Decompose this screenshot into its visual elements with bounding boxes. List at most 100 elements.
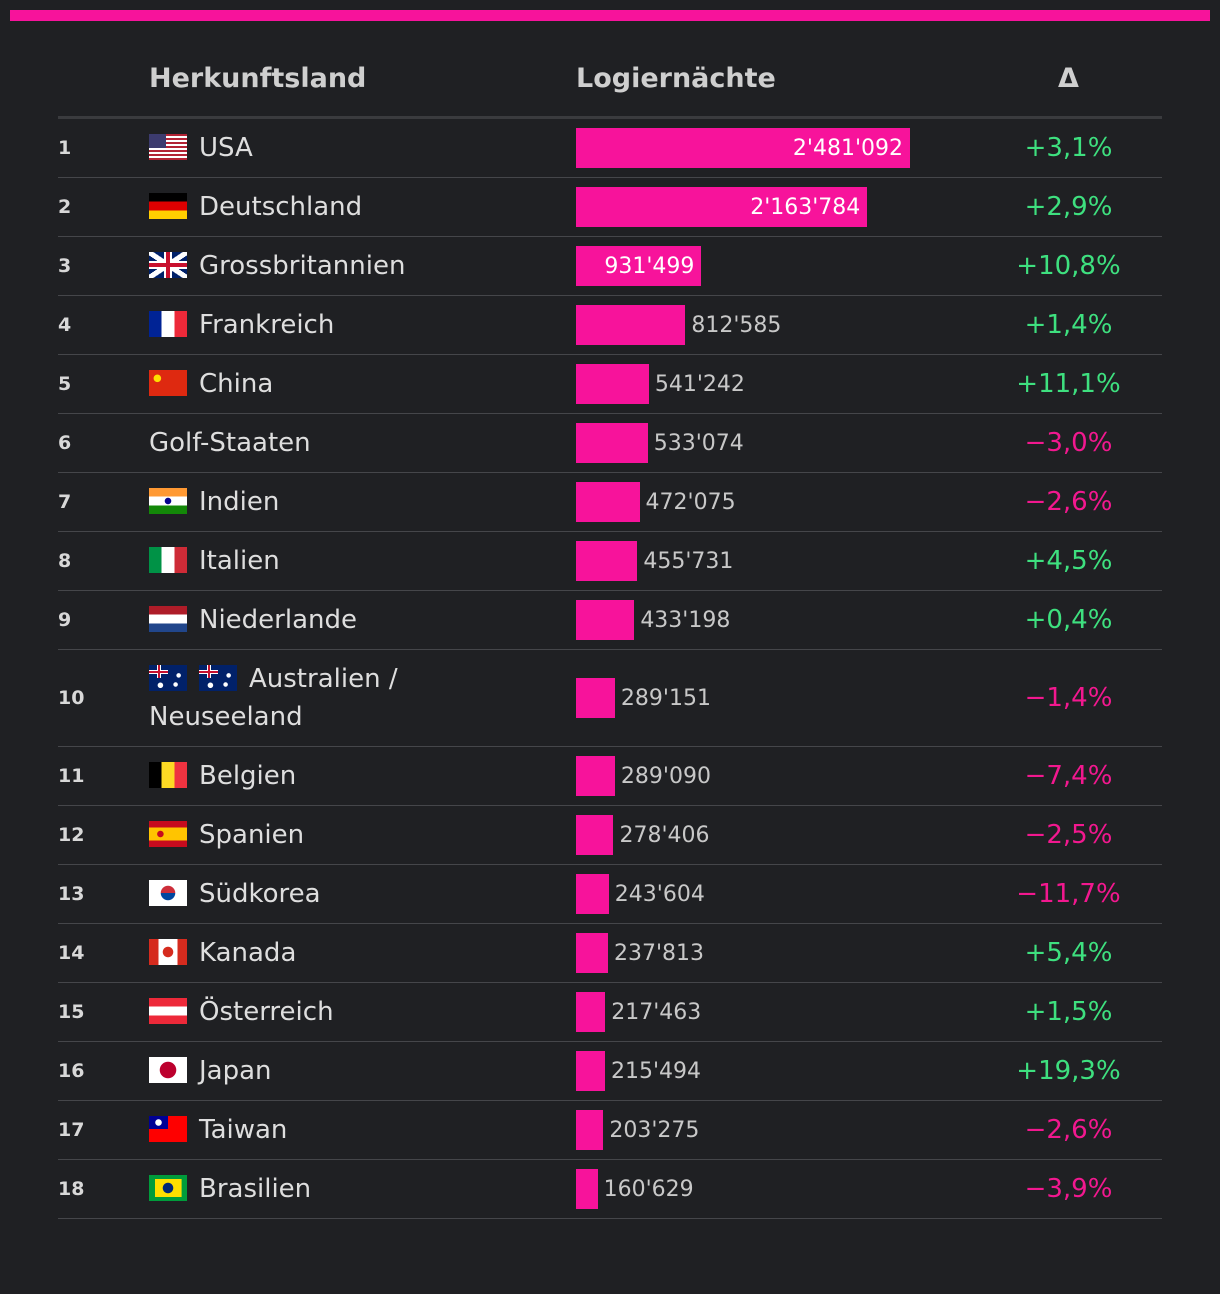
delta: −11,7%	[1016, 879, 1121, 909]
bar-cell: 215'494	[576, 1051, 975, 1091]
value-label: 2'163'784	[750, 194, 861, 220]
flag-icon	[149, 488, 187, 514]
country-cell: Japan	[149, 1042, 576, 1100]
delta: +3,1%	[1024, 133, 1113, 163]
value-label: 243'604	[614, 881, 705, 907]
bar-cell: 278'406	[576, 815, 975, 855]
bar: 931'499	[576, 246, 702, 286]
table-row: 11 Belgien 289'090 −7,4%	[58, 747, 1162, 806]
table-row: 8 Italien 455'731 +4,5%	[58, 532, 1162, 591]
country-cell: Golf-Staaten	[149, 414, 576, 472]
country-cell: USA	[149, 119, 576, 177]
rank: 5	[58, 373, 72, 395]
delta: −2,5%	[1024, 820, 1113, 850]
country-name: Australien / Neuseeland	[149, 664, 398, 732]
delta: +11,1%	[1016, 369, 1121, 399]
flag-icon	[149, 998, 187, 1024]
bar-cell: 931'499	[576, 246, 975, 286]
table-row: 2 Deutschland 2'163'784 +2,9%	[58, 178, 1162, 237]
country-name: Südkorea	[199, 879, 321, 909]
country-cell: Grossbritannien	[149, 237, 576, 295]
bar	[576, 874, 609, 914]
flag-icon	[149, 252, 187, 278]
table-row: 14 Kanada 237'813 +5,4%	[58, 924, 1162, 983]
country-cell: Brasilien	[149, 1160, 576, 1218]
flag-icon	[149, 1175, 187, 1201]
flag-icon	[149, 370, 187, 396]
country-cell: Taiwan	[149, 1101, 576, 1159]
bar-cell: 217'463	[576, 992, 975, 1032]
flag-icon	[149, 1116, 187, 1142]
country-cell: Frankreich	[149, 296, 576, 354]
bar	[576, 933, 608, 973]
country-name: Österreich	[199, 997, 334, 1027]
delta: +0,4%	[1024, 605, 1113, 635]
bar-cell: 237'813	[576, 933, 975, 973]
bar-cell: 472'075	[576, 482, 975, 522]
flag-icon	[149, 880, 187, 906]
rank: 14	[58, 942, 85, 964]
table-row: 12 Spanien 278'406 −2,5%	[58, 806, 1162, 865]
bar-cell: 541'242	[576, 364, 975, 404]
country-name: Japan	[199, 1056, 272, 1086]
flag-icon	[149, 606, 187, 632]
rank: 3	[58, 255, 72, 277]
country-name: Kanada	[199, 938, 297, 968]
rank: 9	[58, 609, 72, 631]
bar-cell: 433'198	[576, 600, 975, 640]
rank: 16	[58, 1060, 85, 1082]
bar	[576, 1110, 604, 1150]
country-cell: China	[149, 355, 576, 413]
country-name: USA	[199, 133, 253, 163]
country-name: Brasilien	[199, 1174, 312, 1204]
delta: +2,9%	[1024, 192, 1113, 222]
bar-cell: 289'090	[576, 756, 975, 796]
bar	[576, 1169, 598, 1209]
value-label: 433'198	[640, 607, 731, 633]
header-country: Herkunftsland	[149, 62, 367, 94]
table-body: 1 USA 2'481'092 +3,1% 2 Deutschland 2'163'784 +…	[58, 119, 1162, 1219]
value-label: 541'242	[654, 371, 745, 397]
country-cell: Spanien	[149, 806, 576, 864]
bar-cell: 243'604	[576, 874, 975, 914]
value-label: 931'499	[604, 253, 695, 279]
rank: 17	[58, 1119, 85, 1141]
rank: 11	[58, 765, 85, 787]
value-label: 217'463	[611, 999, 702, 1025]
country-name: Taiwan	[199, 1115, 288, 1145]
value-label: 203'275	[609, 1117, 700, 1143]
country-name: Spanien	[199, 820, 305, 850]
value-label: 289'090	[620, 763, 711, 789]
table-row: 9 Niederlande 433'198 +0,4%	[58, 591, 1162, 650]
accent-bar	[10, 10, 1210, 21]
country-name: Deutschland	[199, 192, 363, 222]
flag-icon	[199, 665, 237, 691]
table-row: 10 Australien / Neuseeland 289'151 −1,4%	[58, 650, 1162, 747]
country-name: Golf-Staaten	[149, 428, 311, 458]
header-row: Herkunftsland Logiernächte Δ	[58, 40, 1162, 119]
flag-icon	[149, 939, 187, 965]
rank: 4	[58, 314, 72, 336]
table-row: 15 Österreich 217'463 +1,5%	[58, 983, 1162, 1042]
delta: +1,4%	[1024, 310, 1113, 340]
delta: −2,6%	[1024, 487, 1113, 517]
value-label: 160'629	[603, 1176, 694, 1202]
delta: −3,0%	[1024, 428, 1113, 458]
table-row: 4 Frankreich 812'585 +1,4%	[58, 296, 1162, 355]
country-cell: Kanada	[149, 924, 576, 982]
delta: −1,4%	[1024, 683, 1113, 713]
country-cell: Australien / Neuseeland	[149, 650, 576, 746]
value-label: 215'494	[611, 1058, 702, 1084]
bar	[576, 678, 615, 718]
delta: −3,9%	[1024, 1174, 1113, 1204]
rank: 12	[58, 824, 85, 846]
bar	[576, 423, 648, 463]
delta: +19,3%	[1016, 1056, 1121, 1086]
rank: 1	[58, 137, 72, 159]
bar	[576, 756, 615, 796]
table-row: 16 Japan 215'494 +19,3%	[58, 1042, 1162, 1101]
rank: 13	[58, 883, 85, 905]
table-row: 17 Taiwan 203'275 −2,6%	[58, 1101, 1162, 1160]
rank: 10	[58, 687, 85, 709]
